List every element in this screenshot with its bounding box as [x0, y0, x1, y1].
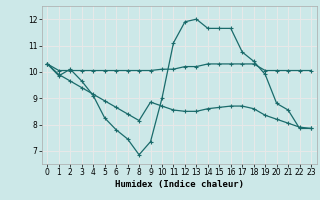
X-axis label: Humidex (Indice chaleur): Humidex (Indice chaleur) [115, 180, 244, 189]
